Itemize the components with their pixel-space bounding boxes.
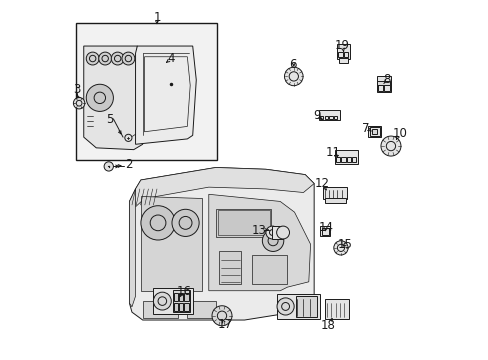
Text: 14: 14 <box>318 221 333 234</box>
Circle shape <box>122 52 135 65</box>
Text: 17: 17 <box>217 318 232 331</box>
Bar <box>272 226 283 239</box>
Bar <box>76 23 217 160</box>
Circle shape <box>73 98 84 109</box>
Text: 16: 16 <box>176 285 191 298</box>
Bar <box>318 111 339 120</box>
Text: 1: 1 <box>153 11 161 24</box>
Bar <box>187 301 216 318</box>
Polygon shape <box>129 189 135 307</box>
Circle shape <box>99 52 111 65</box>
Polygon shape <box>135 46 196 144</box>
Bar <box>333 116 337 119</box>
Bar <box>276 294 319 319</box>
Bar <box>339 58 347 63</box>
Bar <box>324 299 348 319</box>
Bar <box>328 116 332 119</box>
Bar <box>219 251 241 284</box>
Text: 9: 9 <box>313 109 320 122</box>
Bar <box>351 157 356 162</box>
Text: 12: 12 <box>314 177 329 190</box>
Text: 2: 2 <box>124 158 132 171</box>
Circle shape <box>276 298 294 315</box>
Bar <box>173 303 178 311</box>
Bar <box>371 129 376 134</box>
Bar <box>179 303 183 311</box>
Circle shape <box>86 52 99 65</box>
Bar <box>173 293 178 301</box>
Bar <box>338 52 342 57</box>
Bar <box>321 228 328 235</box>
Text: 5: 5 <box>105 113 113 126</box>
Circle shape <box>380 136 400 156</box>
Bar <box>184 303 188 311</box>
Bar <box>296 296 316 317</box>
Polygon shape <box>135 167 313 207</box>
Circle shape <box>124 134 132 141</box>
Bar <box>320 226 329 237</box>
Bar <box>377 81 389 85</box>
Bar <box>377 85 382 91</box>
Circle shape <box>284 67 303 86</box>
Bar <box>343 52 347 57</box>
Bar <box>142 301 178 318</box>
Bar <box>337 44 349 59</box>
Text: 4: 4 <box>167 52 175 65</box>
Bar <box>324 116 327 119</box>
Bar <box>173 291 190 312</box>
Circle shape <box>262 230 283 251</box>
Bar <box>323 187 346 199</box>
Circle shape <box>153 292 171 310</box>
Bar <box>216 208 271 237</box>
Circle shape <box>104 162 113 171</box>
Polygon shape <box>141 196 201 291</box>
Text: 11: 11 <box>325 146 340 159</box>
Text: 3: 3 <box>74 84 81 96</box>
Circle shape <box>276 226 289 239</box>
Bar <box>384 85 389 91</box>
Text: 6: 6 <box>288 58 296 72</box>
Bar <box>369 127 379 136</box>
Circle shape <box>141 206 175 240</box>
Bar <box>217 210 269 235</box>
Text: 15: 15 <box>337 238 352 251</box>
Bar <box>184 293 188 301</box>
Circle shape <box>111 52 124 65</box>
Bar <box>179 293 183 301</box>
Circle shape <box>172 209 199 237</box>
Bar <box>341 157 345 162</box>
Circle shape <box>212 306 231 326</box>
Text: 13: 13 <box>251 224 266 237</box>
Polygon shape <box>129 167 313 320</box>
Bar <box>251 255 287 284</box>
Bar <box>324 198 345 203</box>
Circle shape <box>333 241 347 255</box>
Text: 7: 7 <box>362 122 369 135</box>
Bar <box>346 157 350 162</box>
Bar <box>319 116 323 119</box>
Bar <box>376 76 390 93</box>
Bar <box>335 157 340 162</box>
Circle shape <box>265 226 278 239</box>
Text: 10: 10 <box>392 127 407 140</box>
Circle shape <box>86 84 113 111</box>
Text: 18: 18 <box>320 319 334 332</box>
Bar <box>334 150 357 164</box>
Polygon shape <box>83 46 142 150</box>
Bar <box>153 288 192 314</box>
Text: 19: 19 <box>334 39 349 52</box>
Text: 8: 8 <box>383 73 390 86</box>
Polygon shape <box>208 194 310 291</box>
Bar <box>367 126 380 137</box>
